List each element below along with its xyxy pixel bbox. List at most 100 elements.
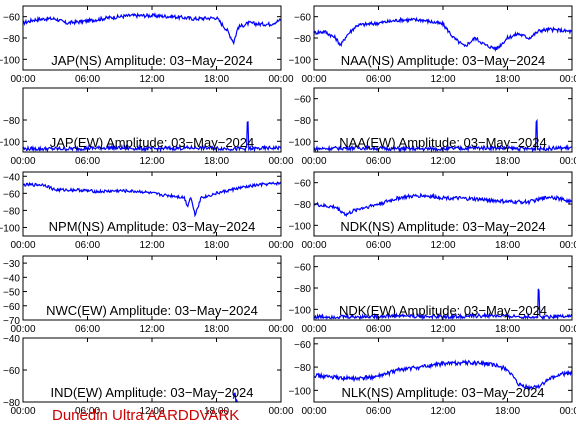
y-tick-label: −80 xyxy=(3,206,20,217)
subplot-8: −100 −80 −60 00:00 06:00 12:00 18:00 00:00 NDK(E… xyxy=(288,255,576,335)
x-tick-label: 12:00 xyxy=(139,156,164,167)
x-tick-label: 06:00 xyxy=(75,406,100,417)
x-tick-label: 00:00 xyxy=(268,406,293,417)
x-tick-label: 18:00 xyxy=(495,406,520,417)
subplot-3: −100 −80 00:00 06:00 12:00 18:00 00:00 JAP(EW) … xyxy=(0,87,294,167)
series-line xyxy=(314,118,572,152)
subplot-title: JAP(NS) Amplitude: 03−May−2024 xyxy=(51,53,253,68)
x-tick-label: 00:00 xyxy=(268,74,293,85)
x-tick-label: 06:00 xyxy=(75,156,100,167)
y-tick-label: −80 xyxy=(294,200,311,211)
y-tick-label: −60 xyxy=(294,13,311,24)
y-tick-label: −80 xyxy=(3,116,20,127)
y-tick-label: −80 xyxy=(294,34,311,45)
subplot-title: IND(EW) Amplitude: 03−May−2024 xyxy=(50,385,253,400)
subplot-1: −100 −80 −60 00:00 06:00 12:00 18:00 00:00 JAP(N… xyxy=(0,5,294,85)
x-tick-label: 00:00 xyxy=(268,240,293,251)
x-tick-label: 12:00 xyxy=(430,324,455,335)
subplot-title: NWC(EW) Amplitude: 03−May−2024 xyxy=(46,303,258,318)
subplot-title: NDK(EW) Amplitude: 03−May−2024 xyxy=(339,303,547,318)
series-line xyxy=(23,11,281,46)
y-tick-label: −80 xyxy=(3,34,20,45)
y-tick-label: −100 xyxy=(0,55,20,66)
y-tick-label: −60 xyxy=(3,366,20,377)
x-tick-label: 00:00 xyxy=(10,156,35,167)
x-tick-label: 06:00 xyxy=(75,324,100,335)
x-tick-label: 18:00 xyxy=(495,156,520,167)
y-tick-label: −40 xyxy=(3,172,20,183)
subplot-6: −100 −80 −60 00:00 06:00 12:00 18:00 00:00 NDK(N… xyxy=(288,171,576,251)
x-tick-label: 00:00 xyxy=(559,406,576,417)
y-tick-label: −100 xyxy=(288,386,311,397)
x-tick-label: 00:00 xyxy=(10,74,35,85)
x-tick-label: 06:00 xyxy=(366,406,391,417)
x-tick-label: 06:00 xyxy=(75,240,100,251)
y-tick-label: −60 xyxy=(294,340,311,351)
y-tick-label: −100 xyxy=(288,55,311,66)
subplot-10: −100 −80 −60 00:00 06:00 12:00 18:00 00:00 NLK(N… xyxy=(288,337,576,417)
x-tick-label: 00:00 xyxy=(301,240,326,251)
series-line xyxy=(23,121,281,152)
y-tick-label: −100 xyxy=(0,223,20,234)
series-line xyxy=(23,181,281,218)
subplot-title: NDK(NS) Amplitude: 03−May−2024 xyxy=(340,219,545,234)
y-tick-label: −40 xyxy=(3,334,20,345)
y-tick-label: −60 xyxy=(3,302,20,313)
x-tick-label: 00:00 xyxy=(301,156,326,167)
y-tick-label: −40 xyxy=(3,273,20,284)
x-tick-label: 00:00 xyxy=(10,324,35,335)
x-tick-label: 18:00 xyxy=(204,240,229,251)
series-line xyxy=(314,16,572,53)
x-tick-label: 12:00 xyxy=(139,324,164,335)
y-tick-label: −80 xyxy=(294,284,311,295)
y-tick-label: −30 xyxy=(3,259,20,270)
subplot-9: −80 −60 −40 00:00 06:00 12:00 18:00 00:00 IND(EW… xyxy=(3,334,294,417)
y-tick-label: −60 xyxy=(294,179,311,190)
subplot-5: −100 −80 −60 −40 00:00 06:00 12:00 18:00 00:00 NP… xyxy=(0,171,294,251)
x-tick-label: 00:00 xyxy=(301,406,326,417)
y-tick-label: −100 xyxy=(288,137,311,148)
x-tick-label: 06:00 xyxy=(366,74,391,85)
subplot-title: NAA(EW) Amplitude: 03−May−2024 xyxy=(339,135,546,150)
subplot-2: −100 −80 −60 00:00 06:00 12:00 18:00 00:00 NAA(N… xyxy=(288,5,576,85)
subplot-title: NLK(NS) Amplitude: 03−May−2024 xyxy=(341,385,544,400)
x-tick-label: 12:00 xyxy=(430,156,455,167)
x-tick-label: 18:00 xyxy=(495,324,520,335)
x-tick-label: 06:00 xyxy=(366,240,391,251)
series-line xyxy=(232,392,239,402)
x-tick-label: 12:00 xyxy=(430,406,455,417)
y-tick-label: −60 xyxy=(3,13,20,24)
x-tick-label: 12:00 xyxy=(139,240,164,251)
subplot-title: NAA(NS) Amplitude: 03−May−2024 xyxy=(341,53,546,68)
x-tick-label: 00:00 xyxy=(559,324,576,335)
x-tick-label: 00:00 xyxy=(268,324,293,335)
subplot-7: −70 −60 −50 −40 −30 00:00 06:00 12:00 18:00 00:00… xyxy=(3,255,294,335)
x-tick-label: 18:00 xyxy=(204,324,229,335)
y-tick-label: −70 xyxy=(3,316,20,327)
x-tick-label: 12:00 xyxy=(139,74,164,85)
x-tick-label: 12:00 xyxy=(430,240,455,251)
x-tick-label: 00:00 xyxy=(301,74,326,85)
subplot-title: NPM(NS) Amplitude: 03−May−2024 xyxy=(49,219,256,234)
y-tick-label: −80 xyxy=(3,398,20,409)
subplot-title: JAP(EW) Amplitude: 03−May−2024 xyxy=(50,135,255,150)
x-tick-label: 18:00 xyxy=(204,406,229,417)
x-tick-label: 00:00 xyxy=(559,156,576,167)
x-tick-label: 18:00 xyxy=(204,156,229,167)
y-tick-label: −50 xyxy=(3,288,20,299)
y-tick-label: −80 xyxy=(294,363,311,374)
y-tick-label: −100 xyxy=(0,137,20,148)
x-tick-label: 00:00 xyxy=(559,74,576,85)
x-tick-label: 18:00 xyxy=(495,74,520,85)
x-tick-label: 18:00 xyxy=(204,74,229,85)
footer-credit: Dunedin Ultra AARDDVARK xyxy=(52,407,240,424)
subplot-4: −100 −80 −60 00:00 06:00 12:00 18:00 00:00 NAA(E… xyxy=(288,87,576,167)
y-tick-label: −100 xyxy=(288,305,311,316)
x-tick-label: 06:00 xyxy=(75,74,100,85)
series-line xyxy=(314,358,572,391)
y-tick-label: −60 xyxy=(294,95,311,106)
y-tick-label: −100 xyxy=(288,221,311,232)
y-tick-label: −60 xyxy=(294,263,311,274)
x-tick-label: 00:00 xyxy=(268,156,293,167)
x-tick-label: 18:00 xyxy=(495,240,520,251)
